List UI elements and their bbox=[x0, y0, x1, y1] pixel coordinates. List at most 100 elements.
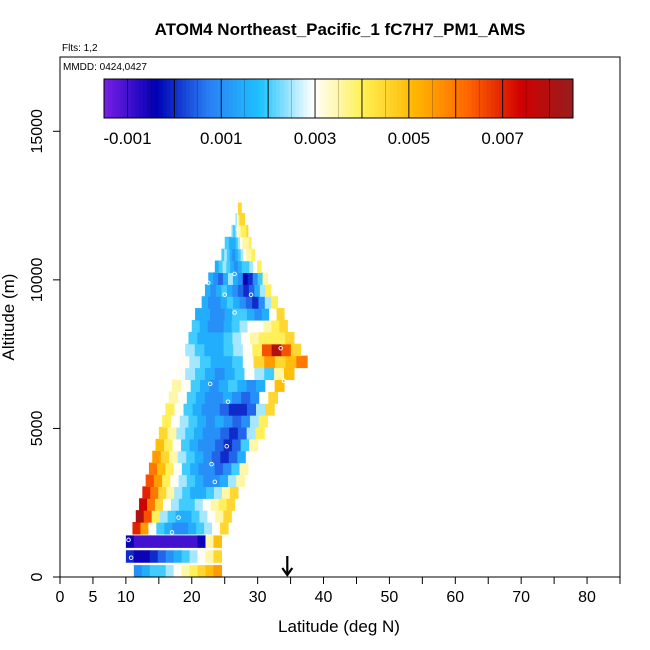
heatmap-cell bbox=[172, 379, 182, 392]
heatmap-cell bbox=[213, 535, 223, 548]
colorbar-swatch bbox=[557, 79, 562, 118]
heatmap-cell bbox=[141, 565, 151, 578]
colorbar-swatch bbox=[240, 79, 246, 118]
colorbar-swatch bbox=[397, 79, 402, 118]
heatmap-cell bbox=[214, 331, 225, 345]
heatmap-cell bbox=[140, 522, 149, 535]
heatmap-cell bbox=[235, 236, 239, 250]
heatmap-cell bbox=[178, 474, 188, 487]
colorbar-swatch bbox=[471, 79, 476, 118]
heatmap-cell bbox=[181, 550, 191, 563]
heatmap-cell bbox=[247, 272, 254, 285]
heatmap-cell bbox=[213, 565, 223, 578]
colorbar-swatch bbox=[393, 79, 398, 118]
heatmap-cell bbox=[197, 415, 207, 428]
heatmap-cell bbox=[125, 535, 135, 548]
heatmap-cell bbox=[151, 510, 161, 523]
heatmap-cell bbox=[190, 486, 199, 499]
heatmap-cell bbox=[237, 426, 248, 440]
x-tick-label: 5 bbox=[88, 589, 97, 606]
heatmap-cell bbox=[237, 248, 242, 262]
colorbar-swatch bbox=[330, 79, 336, 118]
heatmap-cell bbox=[170, 498, 180, 511]
sample-point bbox=[207, 381, 213, 387]
heatmap-cell bbox=[149, 565, 159, 578]
colorbar-swatch bbox=[487, 79, 492, 118]
sample-points bbox=[125, 227, 313, 575]
x-tick-label: 80 bbox=[578, 589, 596, 606]
colorbar-swatch bbox=[373, 79, 379, 118]
heatmap-cell bbox=[153, 474, 163, 487]
heatmap-cell bbox=[238, 213, 241, 226]
colorbar-swatch bbox=[232, 79, 238, 118]
heatmap-cell bbox=[264, 355, 276, 369]
heatmap-cell bbox=[242, 213, 245, 226]
heatmap-cell bbox=[235, 213, 237, 226]
heatmap-cell bbox=[229, 426, 239, 440]
heatmap-cell bbox=[173, 565, 183, 578]
colorbar-swatch bbox=[248, 79, 254, 118]
heatmap-cell bbox=[276, 331, 286, 345]
heatmap-cell bbox=[191, 510, 201, 523]
heatmap-cell bbox=[206, 486, 215, 499]
heatmap-cell bbox=[223, 272, 229, 285]
heatmap-cell bbox=[269, 308, 278, 321]
heatmap-cell bbox=[226, 260, 231, 274]
colorbar-swatch bbox=[569, 79, 574, 118]
heatmap-cell bbox=[195, 474, 204, 487]
heatmap-cell bbox=[205, 550, 215, 563]
heatmap-cell bbox=[271, 319, 280, 333]
heatmap-cell bbox=[247, 319, 257, 333]
colorbar-swatch bbox=[272, 79, 277, 118]
heatmap-cell bbox=[132, 522, 142, 535]
heatmap-cell bbox=[165, 535, 175, 548]
x-tick-label: 20 bbox=[183, 589, 201, 606]
y-axis: 0 5000 10000 15000 bbox=[29, 109, 60, 581]
heatmap-cell bbox=[181, 379, 192, 392]
colorbar-swatch bbox=[205, 79, 211, 118]
colorbar-swatch bbox=[201, 79, 207, 118]
heatmap-cell bbox=[271, 343, 282, 357]
colorbar-swatch bbox=[268, 79, 273, 118]
heatmap-cell bbox=[210, 498, 220, 511]
colorbar-swatch bbox=[502, 79, 508, 118]
colorbar-swatch bbox=[358, 79, 363, 118]
colorbar-swatch bbox=[444, 79, 449, 118]
heatmap-cell bbox=[166, 486, 175, 499]
colorbar-tick-label: 0.005 bbox=[388, 129, 431, 148]
heatmap-cell bbox=[243, 248, 247, 262]
colorbar-swatch bbox=[432, 79, 437, 118]
heatmap-cell bbox=[265, 379, 276, 392]
colorbar-swatch bbox=[455, 79, 461, 118]
heatmap-cell bbox=[228, 379, 238, 392]
x-tick-label: 10 bbox=[117, 589, 135, 606]
heatmap-cell bbox=[200, 379, 210, 392]
heatmap-cell bbox=[232, 355, 244, 369]
heatmap-cell bbox=[214, 367, 226, 380]
colorbar-swatch bbox=[428, 79, 433, 118]
colorbar-swatch bbox=[401, 79, 406, 118]
colorbar-swatch bbox=[143, 79, 148, 118]
heatmap-cell bbox=[208, 272, 214, 285]
heatmap-cell bbox=[219, 474, 229, 487]
heatmap-cell bbox=[264, 296, 272, 309]
heatmap-cell bbox=[231, 319, 241, 333]
heatmap-cell bbox=[197, 535, 207, 548]
heatmap-cell bbox=[135, 510, 145, 523]
sample-point bbox=[222, 292, 227, 297]
heatmap-cell bbox=[174, 403, 185, 416]
heatmap-cell bbox=[185, 426, 195, 440]
colorbar-swatch bbox=[350, 79, 355, 118]
heatmap-cell bbox=[233, 236, 237, 250]
heatmap-cell bbox=[241, 331, 251, 345]
heatmap-cell bbox=[221, 486, 231, 499]
heatmap-cell bbox=[224, 308, 233, 321]
sample-point bbox=[235, 227, 241, 232]
heatmap-cell bbox=[198, 486, 207, 499]
colorbar-swatch bbox=[146, 79, 152, 118]
colorbar-swatch bbox=[229, 79, 234, 118]
heatmap-cell bbox=[214, 296, 222, 309]
heatmap-cell bbox=[190, 379, 201, 392]
heatmap-cell bbox=[204, 343, 215, 357]
heatmap-cell bbox=[237, 260, 243, 274]
